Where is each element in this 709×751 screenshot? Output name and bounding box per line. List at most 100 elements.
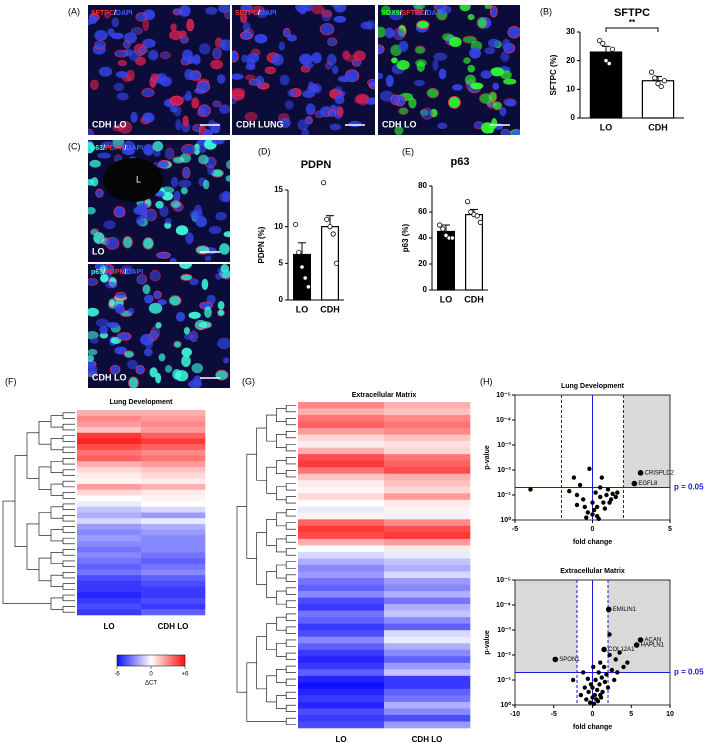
nucleus <box>88 278 99 286</box>
heatmap-cell <box>298 434 385 442</box>
nucleus <box>220 39 230 51</box>
heatmap-cell <box>298 454 385 461</box>
nucleus <box>159 205 169 217</box>
x-tick-label: CDH <box>320 304 340 314</box>
heatmap-cell <box>77 472 142 479</box>
heatmap-cell <box>141 438 206 445</box>
heatmap-cell <box>298 669 385 677</box>
dendrogram-branch <box>276 434 287 448</box>
heatmap-cell <box>298 630 385 638</box>
nucleus <box>169 95 184 106</box>
nucleus <box>89 12 98 24</box>
nucleus <box>378 44 385 55</box>
heatmap-cell <box>77 563 142 570</box>
heatmap-cell <box>141 523 206 530</box>
nucleus <box>254 33 268 44</box>
heatmap-cell <box>77 529 142 536</box>
heatmap-cell <box>141 563 206 570</box>
nucleus <box>447 96 461 109</box>
nucleus <box>89 337 99 344</box>
nucleus <box>165 147 175 160</box>
dendrogram-branch <box>50 529 63 542</box>
data-point <box>574 502 580 508</box>
nucleus <box>135 12 148 22</box>
heatmap-cell <box>384 688 471 696</box>
heatmap-cell <box>141 529 206 536</box>
nucleus <box>303 62 314 69</box>
nucleus <box>97 152 111 159</box>
chart-title: p63 <box>451 156 470 168</box>
heatmap-cell <box>298 565 385 572</box>
heatmap-cell <box>384 551 471 559</box>
heatmap-cell <box>298 584 385 592</box>
dendrogram-branch <box>50 438 63 451</box>
nucleus <box>311 52 322 64</box>
nucleus <box>185 232 194 245</box>
nucleus <box>155 190 165 198</box>
stain-name: / <box>400 10 402 17</box>
stain-name: / <box>258 10 260 17</box>
colorbar <box>116 654 186 667</box>
nucleus <box>244 111 258 122</box>
heatmap-cell <box>141 506 206 513</box>
y-tick-label: 0 <box>279 295 284 304</box>
data-point <box>605 487 611 492</box>
x-axis-label: fold change <box>573 539 612 546</box>
dendrogram-branch <box>38 466 51 491</box>
point-label: CRISPLD2 <box>645 470 675 476</box>
column-label: CDH LO <box>158 622 189 631</box>
dendrogram-branch <box>285 548 296 556</box>
heatmap-cell <box>384 506 471 514</box>
x-tick-label: -5 <box>551 711 557 718</box>
nucleus <box>278 41 285 51</box>
bar <box>437 230 456 291</box>
heatmap-cell <box>141 586 206 593</box>
heatmap-cell <box>384 636 471 644</box>
nucleus <box>500 128 511 135</box>
heatmap-cell <box>77 523 142 530</box>
nucleus <box>169 106 178 113</box>
data-point <box>597 682 602 687</box>
heatmap-cell <box>77 512 142 519</box>
heatmap-cell <box>77 597 142 604</box>
heatmap-cell <box>384 675 471 683</box>
nucleus <box>284 100 294 110</box>
data-point <box>609 46 616 52</box>
nucleus <box>135 364 145 375</box>
heatmap-cell <box>384 525 471 533</box>
data-point <box>585 676 591 682</box>
heatmap-cell <box>141 495 206 502</box>
dendrogram-branch <box>285 626 296 634</box>
nucleus <box>181 355 191 368</box>
heatmap-cell <box>77 495 142 502</box>
dendrogram-branch <box>62 606 75 613</box>
nucleus <box>128 376 139 388</box>
heatmap-cell <box>298 415 385 422</box>
heatmap-cell <box>141 444 206 451</box>
x-tick-label: -10 <box>510 711 520 718</box>
data-point <box>600 40 606 47</box>
heatmap-cell <box>384 480 471 488</box>
stain-name: SFTPC <box>235 10 258 17</box>
dendrogram-branch <box>62 594 75 602</box>
nucleus <box>248 78 261 86</box>
nucleus <box>117 59 128 67</box>
nucleus <box>158 353 166 362</box>
labeled-point <box>637 637 644 643</box>
nucleus <box>170 23 177 31</box>
image-caption: CDH LUNG <box>236 119 284 129</box>
data-point <box>598 660 603 665</box>
heatmap-cell <box>141 580 206 587</box>
heatmap-cell <box>298 421 385 429</box>
heatmap-cell <box>141 609 206 616</box>
nucleus <box>150 73 159 83</box>
nucleus <box>240 31 253 40</box>
x-tick-label: CDH <box>464 294 484 304</box>
nucleus <box>480 70 492 79</box>
heatmap-cell <box>141 512 206 519</box>
heatmap-cell <box>77 580 142 587</box>
heatmap-cell <box>298 519 385 527</box>
nucleus <box>426 87 440 99</box>
heatmap-cell <box>141 597 206 604</box>
y-tick-label: 30 <box>566 27 575 36</box>
